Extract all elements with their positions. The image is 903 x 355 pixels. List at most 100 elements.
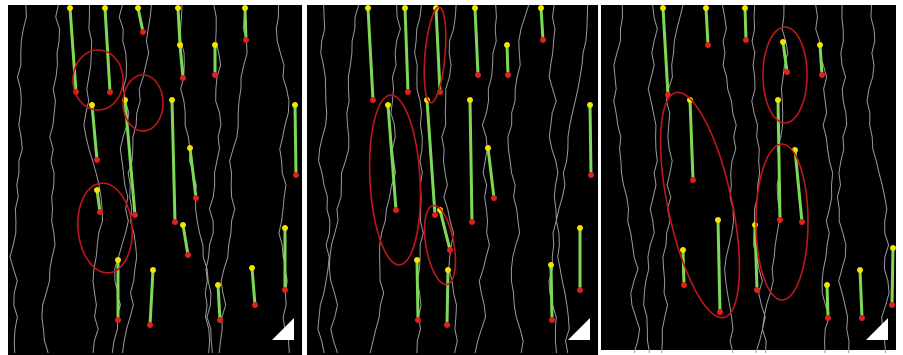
track-start: [150, 267, 156, 273]
track-start: [445, 267, 451, 273]
track-start: [292, 102, 298, 108]
track-start: [504, 42, 510, 48]
track-end: [282, 287, 288, 293]
track-end: [825, 315, 831, 321]
track-end: [819, 72, 825, 78]
track-start: [548, 262, 554, 268]
track-start: [703, 5, 709, 11]
track-start: [660, 5, 666, 11]
track-segment: [718, 220, 720, 312]
track-start: [485, 145, 491, 151]
track-segment: [860, 270, 862, 318]
track-segment: [892, 248, 893, 305]
track-end: [705, 42, 711, 48]
track-segment: [541, 8, 543, 40]
track-start: [249, 265, 255, 271]
track-end: [491, 195, 497, 201]
track-start: [824, 282, 830, 288]
track-end: [415, 317, 421, 323]
track-end: [94, 157, 100, 163]
track-start: [467, 97, 473, 103]
track-end: [444, 322, 450, 328]
track-start: [89, 102, 95, 108]
track-end: [432, 212, 438, 218]
track-start: [385, 102, 391, 108]
track-segment: [683, 250, 684, 285]
track-segment: [706, 8, 708, 45]
track-start: [890, 245, 896, 251]
track-start: [752, 222, 758, 228]
track-start: [187, 145, 193, 151]
track-end: [549, 317, 555, 323]
track-start: [115, 257, 121, 263]
track-segment: [551, 265, 552, 320]
track-start: [402, 5, 408, 11]
track-end: [681, 282, 687, 288]
track-end: [469, 219, 475, 225]
track-start: [414, 257, 420, 263]
track-end: [784, 69, 790, 75]
track-end: [475, 72, 481, 78]
track-end: [743, 37, 749, 43]
track-end: [717, 309, 723, 315]
track-end: [889, 302, 895, 308]
track-start: [102, 5, 108, 11]
track-start: [242, 5, 248, 11]
track-segment: [417, 260, 418, 320]
panel: [307, 5, 598, 355]
track-start: [715, 217, 721, 223]
track-end: [447, 247, 453, 253]
track-start: [212, 42, 218, 48]
track-end: [859, 315, 865, 321]
track-end: [217, 317, 223, 323]
track-end: [690, 177, 696, 183]
track-end: [577, 287, 583, 293]
track-start: [742, 5, 748, 11]
track-start: [775, 97, 781, 103]
figure: [0, 0, 903, 355]
track-end: [540, 37, 546, 43]
track-start: [587, 102, 593, 108]
track-start: [215, 282, 221, 288]
track-start: [180, 222, 186, 228]
track-end: [243, 37, 249, 43]
track-end: [799, 219, 805, 225]
track-end: [140, 29, 146, 35]
panel: [601, 5, 896, 350]
track-start: [857, 267, 863, 273]
track-segment: [245, 8, 246, 40]
track-segment: [590, 105, 591, 175]
track-start: [538, 5, 544, 11]
track-segment: [447, 270, 448, 325]
track-start: [135, 5, 141, 11]
track-segment: [745, 8, 746, 40]
track-end: [180, 75, 186, 81]
track-end: [777, 217, 783, 223]
track-end: [172, 219, 178, 225]
track-start: [94, 187, 100, 193]
track-end: [293, 172, 299, 178]
track-end: [505, 72, 511, 78]
track-end: [185, 252, 191, 258]
track-start: [365, 5, 371, 11]
track-segment: [295, 105, 296, 175]
track-end: [393, 207, 399, 213]
track-start: [67, 5, 73, 11]
track-start: [472, 5, 478, 11]
track-start: [817, 42, 823, 48]
track-start: [577, 225, 583, 231]
track-end: [147, 322, 153, 328]
track-end: [212, 72, 218, 78]
track-start: [175, 5, 181, 11]
track-end: [193, 195, 199, 201]
track-end: [132, 212, 138, 218]
track-end: [370, 97, 376, 103]
track-segment: [218, 285, 220, 320]
page: {} (() => { const data = JSON.parse(docu…: [0, 0, 903, 355]
track-segment: [820, 45, 822, 75]
track-start: [680, 247, 686, 253]
track-end: [405, 89, 411, 95]
track-segment: [507, 45, 508, 75]
track-segment: [178, 8, 180, 45]
track-start: [169, 97, 175, 103]
